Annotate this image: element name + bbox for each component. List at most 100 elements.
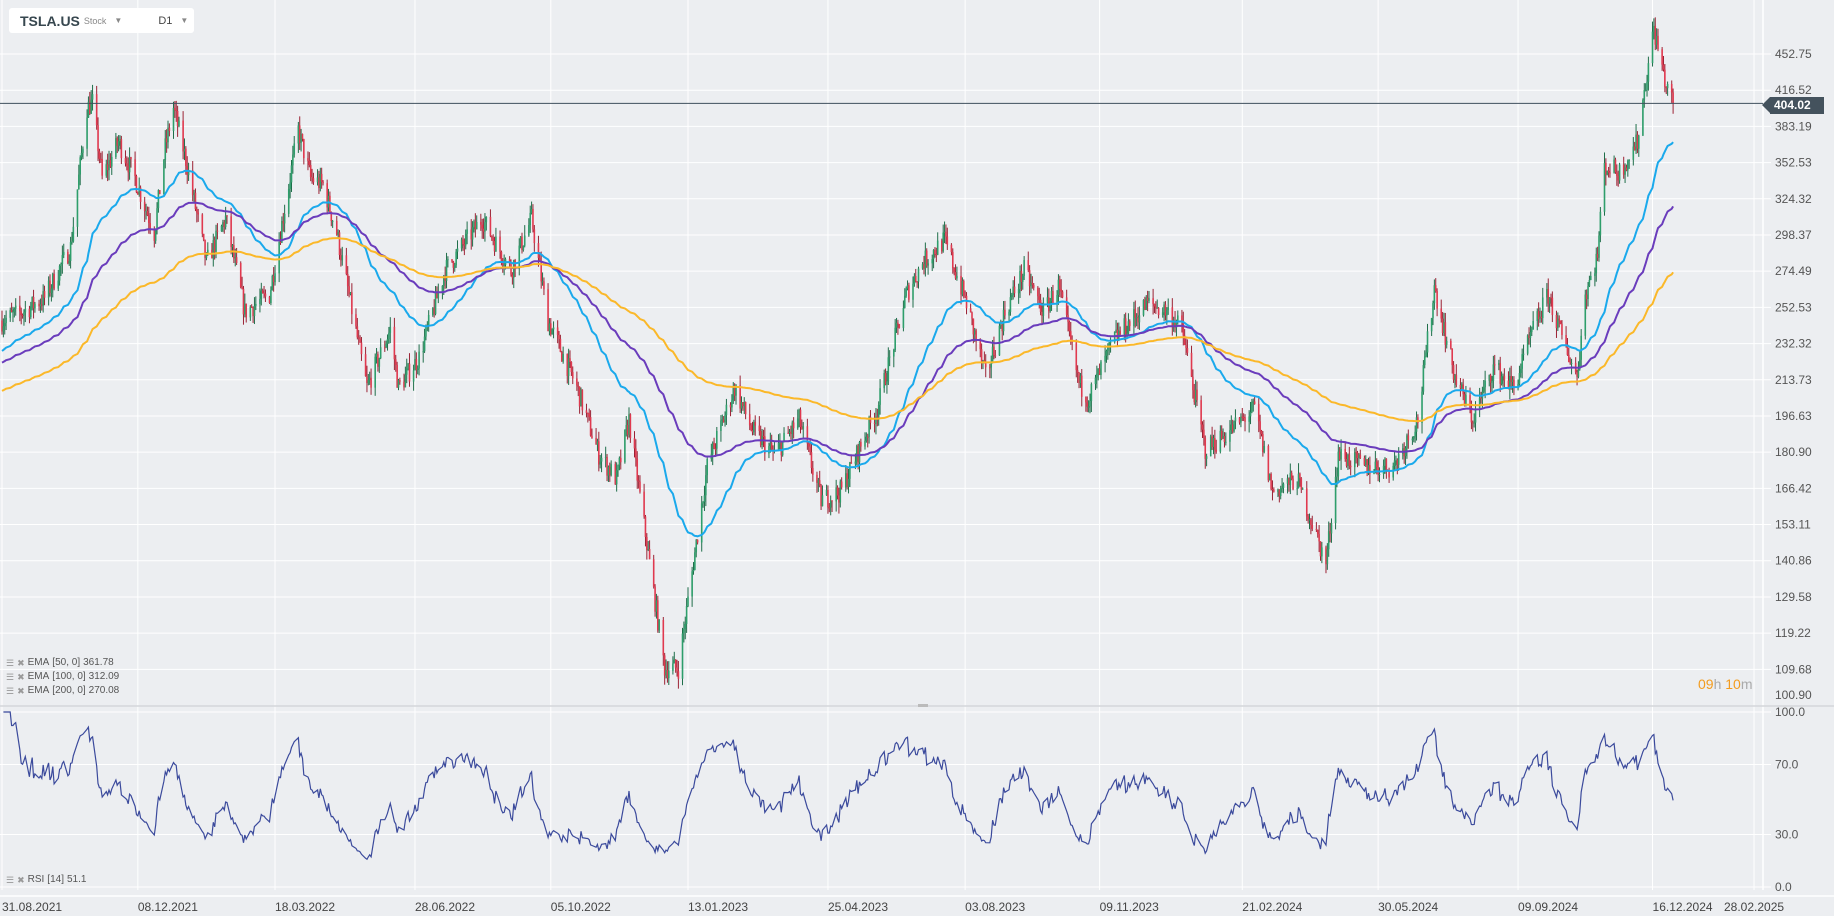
settings-icon[interactable]: ☰	[6, 672, 15, 682]
candle-body	[441, 285, 444, 293]
candle-body	[956, 275, 958, 279]
candle-body	[1177, 315, 1179, 322]
candle-body	[1238, 417, 1241, 423]
candle-body	[1664, 69, 1666, 87]
indicator-value: 51.1	[66, 874, 87, 885]
remove-icon[interactable]: ✖	[17, 686, 25, 696]
candle-body	[917, 268, 920, 282]
candle-body	[97, 125, 99, 152]
candle-body	[1175, 321, 1178, 328]
candle-body	[935, 254, 938, 256]
candle-body	[1002, 309, 1005, 332]
candle-body	[1642, 99, 1644, 136]
candle-body	[1277, 489, 1279, 492]
candle-body	[268, 296, 271, 304]
settings-icon[interactable]: ☰	[6, 658, 15, 668]
candle-body	[849, 462, 851, 479]
candle-body	[759, 431, 762, 446]
remove-icon[interactable]: ✖	[17, 658, 25, 668]
candle-body	[308, 160, 311, 166]
candle-body	[610, 464, 612, 476]
candle-body	[858, 441, 861, 463]
date-axis-label: 31.08.2021	[2, 900, 62, 914]
timeframe-dropdown-caret-icon[interactable]: ▼	[180, 16, 189, 25]
candle-body	[1510, 375, 1512, 382]
candle-body	[902, 307, 905, 328]
candle-body	[1193, 390, 1196, 403]
candle-body	[518, 245, 521, 270]
candle-body	[1204, 437, 1207, 459]
candle-body	[560, 351, 563, 362]
candle-body	[1023, 260, 1025, 276]
timeframe-selector[interactable]: D1	[158, 14, 173, 27]
candle-body	[683, 628, 685, 634]
candle-body	[960, 275, 962, 295]
candle-body	[1618, 164, 1621, 181]
candle-body	[980, 349, 983, 362]
candle-body	[475, 221, 478, 230]
ema-50-line	[1, 141, 1674, 538]
candle-body	[404, 374, 407, 388]
candle-body	[541, 281, 544, 283]
candle-body	[1338, 451, 1341, 460]
date-axis-label: 03.08.2023	[965, 900, 1025, 914]
candle-body	[191, 170, 194, 196]
candle-body	[875, 416, 877, 424]
symbol-dropdown-caret-icon[interactable]: ▼	[114, 16, 123, 25]
candle-body	[1041, 311, 1043, 316]
candle-body	[608, 466, 611, 476]
candle-body	[272, 276, 275, 283]
candle-body	[115, 138, 117, 157]
candle-body	[146, 211, 149, 216]
candle-body	[1267, 446, 1270, 481]
candle-body	[1672, 92, 1674, 104]
candle-body	[1315, 528, 1318, 530]
rsi-axis-label: 70.0	[1775, 758, 1799, 772]
candle-body	[149, 222, 151, 229]
settings-icon[interactable]: ☰	[6, 875, 15, 885]
settings-icon[interactable]: ☰	[6, 686, 15, 696]
candle-body	[213, 240, 216, 252]
candle-body	[397, 380, 400, 388]
candle-body	[1353, 452, 1356, 468]
candle-body	[24, 308, 27, 313]
candle-body	[1308, 519, 1311, 521]
candle-body	[1000, 325, 1002, 327]
candle-body	[1570, 362, 1573, 364]
candle-body	[1606, 170, 1609, 175]
candle-body	[964, 295, 966, 297]
candle-body	[647, 549, 650, 551]
candle-body	[607, 466, 610, 476]
candle-body	[444, 276, 446, 281]
candle-body	[739, 385, 741, 409]
candle-body	[1157, 307, 1160, 316]
candle-body	[576, 378, 578, 386]
candle-body	[223, 222, 226, 227]
candle-body	[145, 211, 147, 213]
candle-body	[1500, 376, 1503, 384]
remove-icon[interactable]: ✖	[17, 875, 25, 885]
candle-body	[1075, 342, 1078, 371]
grid-lines	[0, 0, 1771, 890]
candle-body	[1039, 299, 1042, 312]
candle-body	[394, 359, 397, 365]
candle-body	[1384, 458, 1386, 466]
candle-body	[216, 230, 219, 232]
candle-body	[1153, 303, 1156, 307]
symbol-selector[interactable]: TSLA.US Stock ▼ D1 ▼	[9, 8, 194, 33]
candle-body	[1577, 369, 1580, 377]
candle-body	[1550, 297, 1552, 299]
candle-body	[1532, 320, 1534, 330]
ema-lines	[1, 141, 1674, 538]
candle-body	[464, 233, 467, 246]
candle-body	[1115, 329, 1117, 332]
candle-body	[91, 94, 94, 100]
candle-body	[1605, 162, 1607, 175]
candle-body	[921, 264, 924, 269]
candle-body	[23, 312, 25, 316]
candle-body	[1558, 318, 1561, 321]
candle-body	[244, 303, 246, 315]
candle-body	[335, 220, 338, 235]
remove-icon[interactable]: ✖	[17, 672, 25, 682]
